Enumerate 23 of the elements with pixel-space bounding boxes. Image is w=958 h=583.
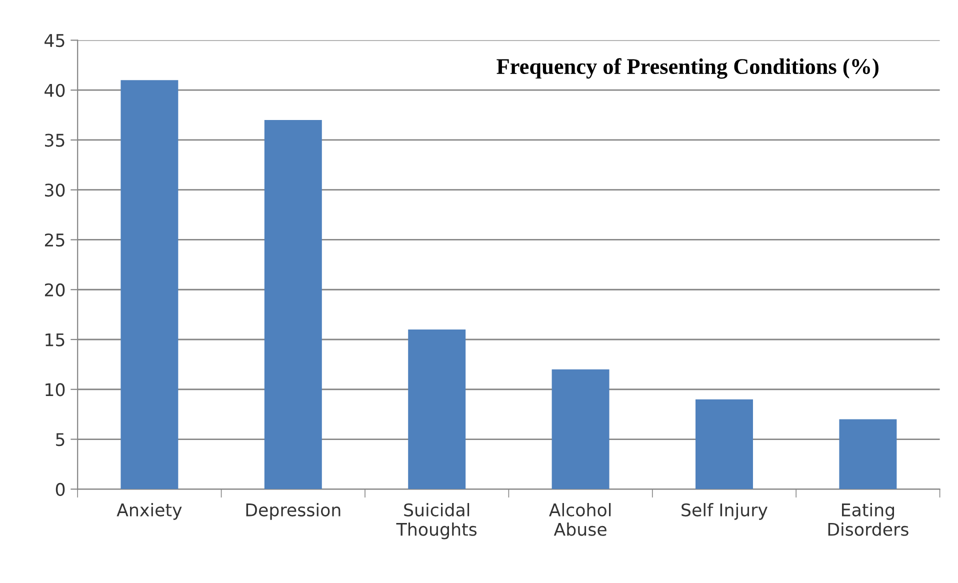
bar xyxy=(552,369,610,490)
x-tick-label: Self Injury xyxy=(682,503,768,520)
bar xyxy=(696,399,753,490)
y-tick-label: 40 xyxy=(44,84,65,97)
y-tick-label: 5 xyxy=(56,433,64,446)
text: Frequency of Presenting Conditions (%) xyxy=(496,58,878,79)
bar xyxy=(264,120,322,490)
x-tick-label: Suicidal Thoughts xyxy=(396,503,477,540)
bar xyxy=(120,80,178,490)
y-tick-label: 15 xyxy=(46,333,64,346)
y-tick-label: 20 xyxy=(44,283,65,296)
y-tick-label: 35 xyxy=(45,134,64,147)
x-tick-label: Alcohol Abuse xyxy=(549,503,611,536)
y-tick-label: 45 xyxy=(44,34,64,48)
y-tick-label: 0 xyxy=(56,482,65,496)
y-tick-label: 25 xyxy=(44,233,64,247)
bar xyxy=(839,419,897,490)
y-tick-label: 10 xyxy=(46,383,65,396)
x-tick-label: Depression xyxy=(246,503,340,520)
y-tick-label: 30 xyxy=(45,184,65,197)
x-tick-label: Eating Disorders xyxy=(828,503,908,536)
x-tick-label: Anxiety xyxy=(116,503,182,520)
bar xyxy=(408,330,466,490)
